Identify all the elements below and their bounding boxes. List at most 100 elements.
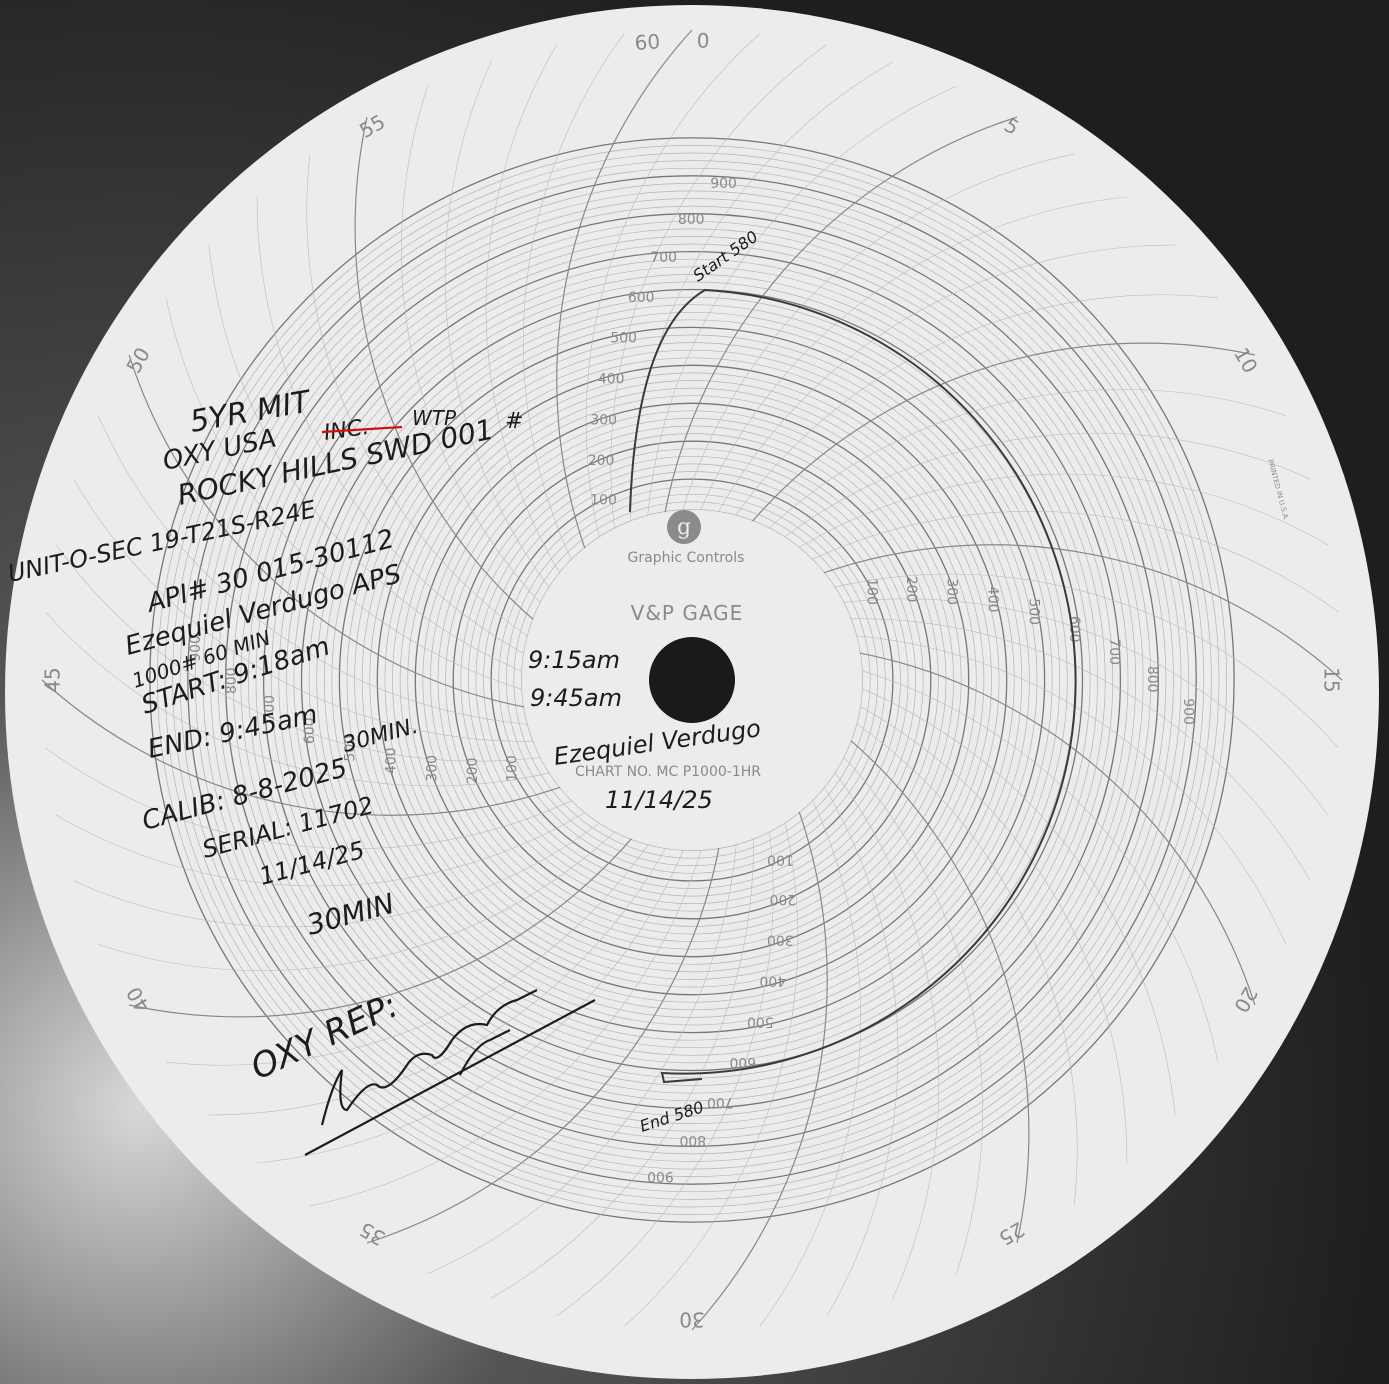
pressure-label: 800 xyxy=(224,667,240,694)
ring xyxy=(210,198,1174,1162)
ring xyxy=(354,342,1030,1018)
minute-line xyxy=(585,33,761,545)
hub: g Graphic Controls V&P GAGE CHART NO. MC… xyxy=(522,458,1290,850)
handwritten-hash: # xyxy=(505,409,523,434)
ring xyxy=(346,334,1038,1026)
ring xyxy=(195,183,1189,1177)
minute-line xyxy=(444,61,555,594)
minute-line xyxy=(854,685,1176,1115)
minute-line xyxy=(663,116,1018,520)
minute-line xyxy=(835,598,1329,816)
pressure-label: 600 xyxy=(628,290,655,306)
minute-line xyxy=(97,415,536,726)
pressure-label: 300 xyxy=(590,412,617,428)
pressure-label: 400 xyxy=(383,747,399,774)
ring xyxy=(407,395,977,965)
minute-line xyxy=(55,544,549,762)
ring xyxy=(369,357,1015,1003)
minute-line xyxy=(98,826,621,971)
minute-line xyxy=(805,511,1339,613)
ring xyxy=(149,137,1235,1223)
minute-line xyxy=(41,679,568,816)
ring xyxy=(376,364,1008,996)
pressure-label: 300 xyxy=(767,932,794,948)
minute-line xyxy=(257,842,687,1164)
ring xyxy=(430,418,954,942)
pressure-label: 300 xyxy=(944,578,960,605)
minute-line xyxy=(256,196,531,658)
handwritten-correction: WTP xyxy=(412,406,457,430)
chart-number: CHART NO. MC P1000-1HR xyxy=(575,764,761,780)
brand-logo xyxy=(667,510,701,544)
pressure-label: 300 xyxy=(424,755,440,782)
pressure-label: 200 xyxy=(770,891,797,907)
minute-label: 60 xyxy=(634,29,661,55)
ring xyxy=(187,175,1197,1185)
ring xyxy=(505,493,879,867)
pressure-label: 900 xyxy=(1180,698,1196,725)
ring xyxy=(270,258,1114,1102)
minute-line xyxy=(165,297,530,692)
minute-line xyxy=(208,841,670,1116)
ring xyxy=(361,349,1023,1011)
minute-line xyxy=(128,354,532,709)
minute-line xyxy=(56,808,592,887)
minute-line xyxy=(778,432,1311,543)
ring xyxy=(331,319,1053,1041)
minute-line xyxy=(556,823,774,1317)
pressure-label: 100 xyxy=(590,493,617,509)
brand-name: Graphic Controls xyxy=(628,550,745,566)
ring xyxy=(217,205,1167,1155)
ring xyxy=(521,509,863,851)
handwritten-center-date: 11/14/25 xyxy=(605,786,713,814)
ring xyxy=(422,410,962,950)
pressure-label: 400 xyxy=(985,586,1001,613)
minute-line xyxy=(309,842,704,1207)
minute-line xyxy=(714,244,1176,519)
ring xyxy=(490,478,894,882)
minute-line xyxy=(844,735,1030,1244)
minute-line xyxy=(838,751,983,1274)
ring xyxy=(232,220,1152,1140)
minute-label: 45 xyxy=(41,667,65,692)
pressure-label: 400 xyxy=(598,371,625,387)
ring xyxy=(286,274,1098,1086)
minute-line xyxy=(523,33,625,567)
strike-line xyxy=(321,425,403,434)
ring xyxy=(460,448,924,912)
minute-line xyxy=(747,342,1256,528)
minute-line xyxy=(827,573,1339,749)
minute-line xyxy=(623,815,799,1327)
brand-logo-letter: g xyxy=(677,515,691,540)
minute-line xyxy=(610,43,828,537)
pressure-label: 200 xyxy=(903,576,919,603)
pressure-label: 200 xyxy=(465,758,481,785)
ring xyxy=(338,326,1046,1034)
ring xyxy=(278,266,1106,1094)
pressure-label: 800 xyxy=(678,212,705,228)
ring xyxy=(262,250,1122,1110)
ring xyxy=(179,167,1205,1193)
pressure-label: 700 xyxy=(707,1094,734,1110)
minute-line xyxy=(73,817,606,928)
ring xyxy=(323,311,1061,1049)
ring xyxy=(467,455,917,905)
pressure-label: 700 xyxy=(1106,638,1122,665)
minute-line xyxy=(45,611,557,787)
minute-line xyxy=(646,85,957,524)
minute-line xyxy=(843,618,1311,882)
minute-line xyxy=(759,793,861,1327)
minute-line xyxy=(45,747,579,849)
minute-line xyxy=(697,196,1127,518)
minute-line xyxy=(366,840,721,1244)
minute-line xyxy=(829,766,940,1299)
ring xyxy=(225,213,1159,1147)
minute-line xyxy=(852,651,1256,1006)
pressure-label: 400 xyxy=(759,973,786,989)
pressure-label: 500 xyxy=(747,1014,774,1030)
ring xyxy=(437,425,947,935)
minute-line xyxy=(73,478,541,742)
ring xyxy=(164,152,1220,1208)
signature xyxy=(304,989,596,1156)
minute-line xyxy=(208,245,530,675)
